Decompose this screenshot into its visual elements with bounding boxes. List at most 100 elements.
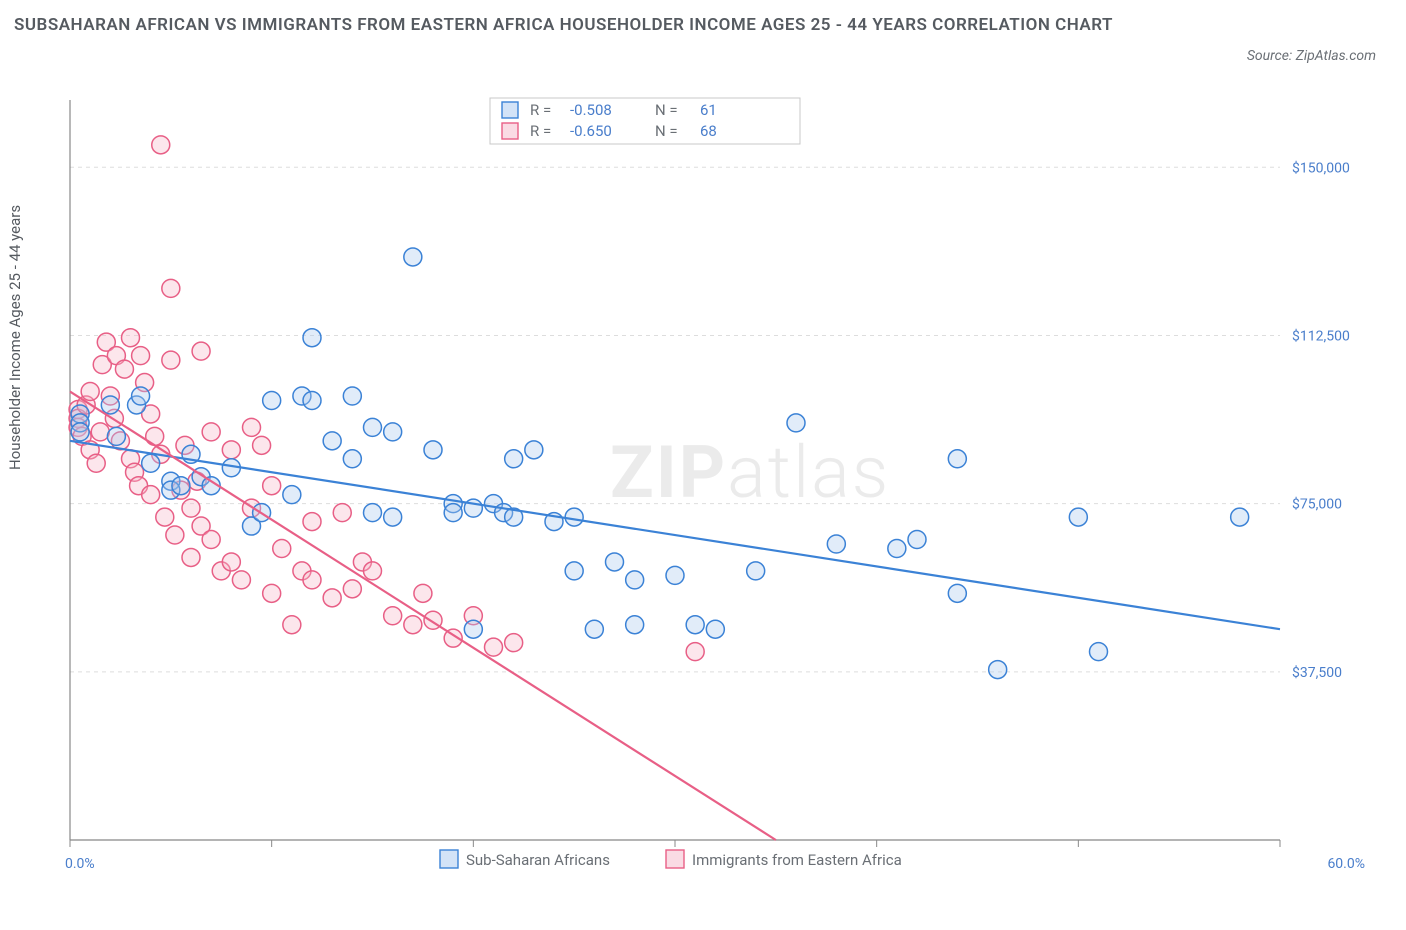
data-point	[747, 562, 765, 580]
data-point	[303, 513, 321, 531]
svg-text:N =: N =	[655, 101, 678, 119]
data-point	[414, 584, 432, 602]
data-point	[162, 279, 180, 297]
data-point	[142, 486, 160, 504]
data-point	[303, 329, 321, 347]
data-point	[243, 418, 261, 436]
data-point	[156, 508, 174, 526]
data-point	[464, 620, 482, 638]
data-point	[283, 486, 301, 504]
x-max-label: 60.0%	[1327, 856, 1365, 872]
data-point	[364, 504, 382, 522]
svg-text:61: 61	[700, 101, 717, 119]
data-point	[303, 571, 321, 589]
data-point	[505, 634, 523, 652]
data-point	[263, 391, 281, 409]
data-point	[166, 526, 184, 544]
x-min-label: 0.0%	[65, 856, 95, 872]
data-point	[626, 571, 644, 589]
data-point	[505, 450, 523, 468]
data-point	[626, 616, 644, 634]
data-point	[343, 580, 361, 598]
y-axis-label: Householder Income Ages 25 - 44 years	[6, 205, 24, 470]
data-point	[404, 248, 422, 266]
chart-title: SUBSAHARAN AFRICAN VS IMMIGRANTS FROM EA…	[14, 12, 1134, 39]
data-point	[182, 548, 200, 566]
data-point	[192, 342, 210, 360]
data-point	[172, 477, 190, 495]
data-point	[273, 539, 291, 557]
data-point	[343, 450, 361, 468]
data-point	[908, 531, 926, 549]
data-point	[948, 450, 966, 468]
data-point	[525, 441, 543, 459]
data-point	[303, 391, 321, 409]
y-tick-label: $112,500	[1292, 327, 1350, 344]
data-point	[364, 418, 382, 436]
data-point	[888, 539, 906, 557]
y-tick-label: $37,500	[1292, 664, 1342, 681]
data-point	[384, 423, 402, 441]
data-point	[202, 531, 220, 549]
data-point	[606, 553, 624, 571]
data-point	[787, 414, 805, 432]
svg-text:68: 68	[700, 122, 717, 140]
data-point	[81, 383, 99, 401]
data-point	[485, 638, 503, 656]
data-point	[132, 347, 150, 365]
data-point	[162, 351, 180, 369]
data-point	[404, 616, 422, 634]
data-point	[333, 504, 351, 522]
data-point	[1090, 643, 1108, 661]
correlation-legend: R = -0.508 N = 61 R = -0.650 N = 68	[490, 98, 800, 144]
data-point	[323, 589, 341, 607]
svg-text:N =: N =	[655, 122, 678, 140]
data-point	[122, 329, 140, 347]
data-point	[384, 508, 402, 526]
svg-text:-0.508: -0.508	[570, 101, 612, 119]
data-point	[91, 423, 109, 441]
data-point	[142, 454, 160, 472]
data-point	[87, 454, 105, 472]
svg-text:R =: R =	[530, 122, 551, 140]
data-point	[565, 508, 583, 526]
data-point	[323, 432, 341, 450]
data-point	[384, 607, 402, 625]
data-point	[182, 499, 200, 517]
scatter-plot: $37,500 $75,000 $112,500 $150,000 0.0% 60.0% R…	[50, 90, 1380, 880]
data-point	[565, 562, 583, 580]
data-point	[202, 423, 220, 441]
data-point	[666, 566, 684, 584]
data-point	[263, 584, 281, 602]
data-point	[343, 387, 361, 405]
data-point	[364, 562, 382, 580]
data-point	[283, 616, 301, 634]
data-point	[827, 535, 845, 553]
data-point	[948, 584, 966, 602]
source-attribution: Source: ZipAtlas.com	[1247, 48, 1376, 64]
data-point	[263, 477, 281, 495]
data-point	[253, 436, 271, 454]
trend-line	[70, 392, 776, 840]
data-point	[1231, 508, 1249, 526]
data-point	[686, 643, 704, 661]
data-point	[989, 661, 1007, 679]
legend-label: Sub-Saharan Africans	[466, 851, 610, 869]
data-point	[146, 427, 164, 445]
data-point	[222, 553, 240, 571]
series-legend: Sub-Saharan Africans Immigrants from East…	[440, 850, 902, 869]
svg-text:R =: R =	[530, 101, 551, 119]
data-point	[585, 620, 603, 638]
data-point	[1069, 508, 1087, 526]
data-point	[107, 427, 125, 445]
data-point	[152, 136, 170, 154]
y-tick-label: $150,000	[1292, 159, 1350, 176]
data-point	[686, 616, 704, 634]
data-point	[444, 504, 462, 522]
legend-label: Immigrants from Eastern Africa	[692, 851, 902, 869]
data-point	[222, 441, 240, 459]
svg-text:-0.650: -0.650	[570, 122, 612, 140]
data-point	[101, 396, 119, 414]
data-point	[706, 620, 724, 638]
y-tick-label: $75,000	[1292, 496, 1342, 513]
